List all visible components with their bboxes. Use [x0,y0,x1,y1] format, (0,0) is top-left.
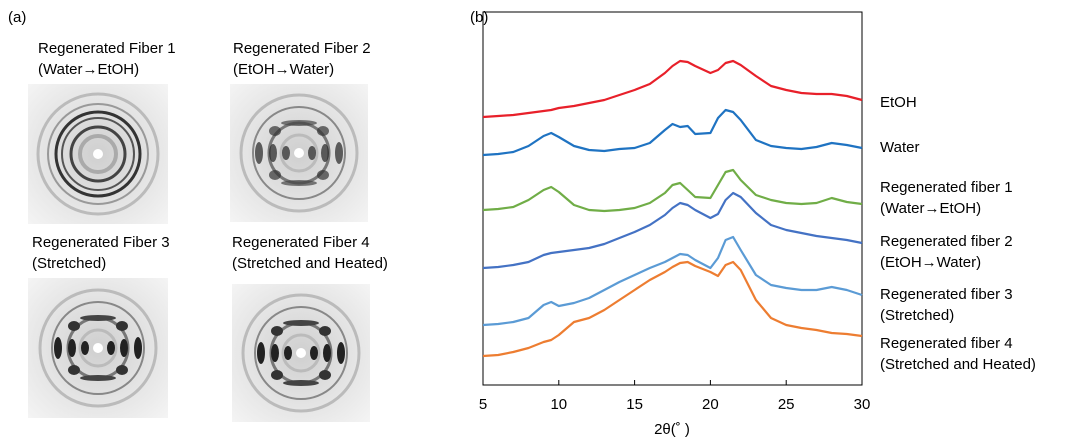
reflection [335,142,343,164]
reflection [271,370,283,380]
reflection [80,375,116,381]
reflection [308,146,316,160]
ring [61,117,135,191]
reflection [271,326,283,336]
diffraction-image [28,278,168,418]
reflection [281,180,317,186]
reflection [68,321,80,331]
series-label: Regenerated fiber 4 (Stretched and Heate… [880,335,1036,373]
reflection [310,346,318,360]
ring [254,306,348,400]
reflection [281,120,317,126]
reflection [269,144,277,162]
x-tick-label: 20 [702,396,719,413]
image-title: Regenerated Fiber 3 (Stretched) [32,234,170,272]
x-tick-label: 15 [626,396,643,413]
x-tick-label: 10 [550,396,567,413]
ring [78,134,118,174]
ring [36,92,160,216]
series-line [482,260,863,358]
reflection [271,344,279,362]
reflection [116,365,128,375]
series-line [482,59,863,119]
reflection [319,326,331,336]
reflection [134,337,142,359]
ring [281,333,321,373]
series-line [482,235,863,327]
reflection [68,365,80,375]
reflection [317,170,329,180]
reflection [116,321,128,331]
reflection [257,342,265,364]
ring [252,106,346,200]
diffraction-image [28,84,168,224]
beam-stop [93,149,103,159]
reflection [337,342,345,364]
x-tick-label: 25 [778,396,795,413]
series-label: Regenerated fiber 2 (EtOH→Water) [880,233,1013,271]
ring [69,125,127,183]
reflection [255,142,263,164]
ring [241,293,361,413]
diffraction-image [230,84,368,222]
reflection [269,126,281,136]
reflection [80,315,116,321]
reflection [283,380,319,386]
ring [38,288,158,408]
beam-stop [296,348,306,358]
reflection [120,339,128,357]
series-line [482,108,863,157]
reflection [323,344,331,362]
reflection [269,170,281,180]
ring [51,301,145,395]
series-label: Water [880,139,920,156]
series-label: Regenerated fiber 3 (Stretched) [880,286,1013,324]
x-tick-label: 5 [479,396,487,413]
x-tick-label: 30 [854,396,871,413]
series-label: Regenerated fiber 1 (Water→EtOH) [880,179,1013,217]
ring [54,110,142,198]
reflection [54,337,62,359]
beam-stop [93,343,103,353]
series-label: EtOH [880,94,917,111]
panel-label: (b) [470,9,488,26]
reflection [107,341,115,355]
reflection [317,126,329,136]
reflection [81,341,89,355]
plot-frame [482,11,863,386]
ring [47,103,149,205]
reflection [68,339,76,357]
reflection [321,144,329,162]
image-title: Regenerated Fiber 4 (Stretched and Heate… [232,234,388,272]
reflection [283,320,319,326]
diffraction-image [232,284,370,422]
image-title: Regenerated Fiber 2 (EtOH→Water) [233,40,371,78]
image-title: Regenerated Fiber 1 (Water→EtOH) [38,40,176,78]
panel-label: (a) [8,9,26,26]
ring [239,93,359,213]
ring [279,133,319,173]
reflection [284,346,292,360]
reflection [319,370,331,380]
series-line [482,168,863,213]
series-line [482,191,863,270]
x-axis-label: 2θ(˚ ) [654,421,690,438]
ring [78,328,118,368]
reflection [282,146,290,160]
beam-stop [294,148,304,158]
